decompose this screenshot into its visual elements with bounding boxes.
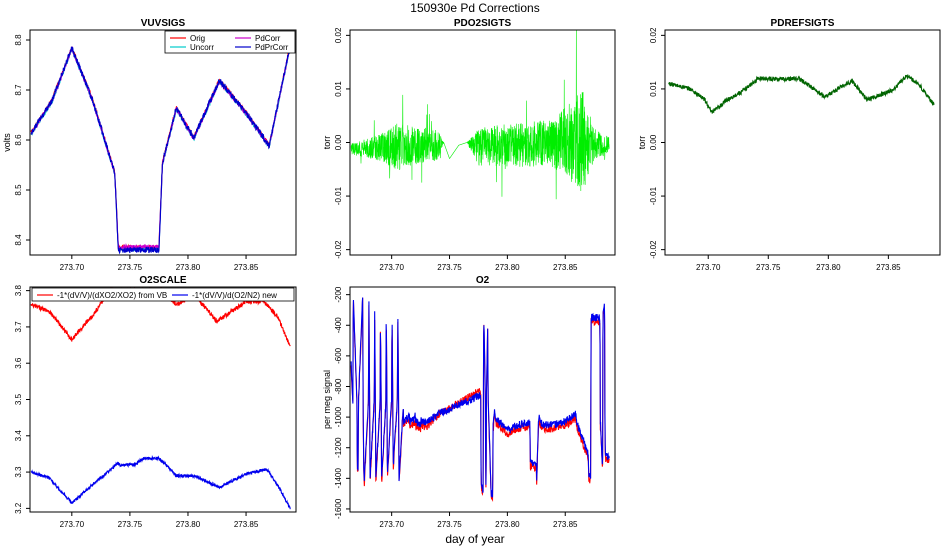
y-tick-label: -200 — [334, 286, 343, 303]
series-o2scale--1-dv-v-d-o2-n2-new — [30, 455, 291, 510]
y-tick-label: -1600 — [334, 498, 343, 519]
chart-pdrefsigts: PDREFSIGTS 273.70 273.75 273.80 273.85 -0.02 -… — [637, 18, 941, 272]
chart-title: PDO2SIGTS — [454, 18, 512, 29]
y-tick-label: 8.8 — [14, 34, 23, 46]
y-axis-label: torr — [637, 136, 647, 150]
y-tick-label: 0.00 — [334, 134, 343, 150]
x-tick-label: 273.70 — [696, 263, 721, 272]
figure-suptitle: 150930e Pd Corrections — [410, 1, 539, 15]
chart-title: PDREFSIGTS — [771, 18, 835, 29]
y-axis-label: volts — [2, 133, 12, 152]
x-tick-label: 273.80 — [495, 263, 520, 272]
y-tick-label: 8.6 — [14, 134, 23, 146]
chart-o2-frame — [349, 286, 616, 513]
chart-pdo2sigts-plot-area — [350, 30, 610, 200]
legend-entry: Uncorr — [190, 43, 214, 52]
y-tick-label: 8.7 — [14, 84, 23, 96]
x-tick-label: 273.70 — [379, 263, 404, 272]
x-tick-label: 273.70 — [60, 520, 85, 529]
x-tick-label: 273.70 — [379, 520, 404, 529]
legend-box — [164, 30, 296, 54]
figure-xlabel: day of year — [445, 532, 504, 546]
chart-vuvsigs-frame — [29, 29, 297, 256]
x-tick-label: 273.85 — [553, 520, 578, 529]
series-pdo2sigts-0 — [350, 30, 610, 200]
legend-entry: Orig — [190, 34, 205, 43]
x-tick-label: 273.80 — [176, 520, 201, 529]
y-tick-label: 3.5 — [14, 393, 23, 405]
series-o2-1 — [350, 297, 610, 498]
chart-pdrefsigts-frame — [664, 29, 941, 256]
legend: -1*(dV/V)/(dXO2/XO2) from VB -1*(dV/V)/d(… — [31, 287, 295, 302]
y-tick-label: -400 — [334, 317, 343, 334]
x-tick-label: 273.85 — [234, 263, 259, 272]
y-tick-label: -0.02 — [649, 240, 658, 259]
legend-entry: -1*(dV/V)/d(O2/N2) new — [192, 291, 277, 300]
x-tick-label: 273.75 — [118, 520, 143, 529]
y-tick-label: 3.3 — [14, 466, 23, 478]
chart-title: O2 — [476, 275, 490, 286]
series-pdrefsigts-0 — [668, 74, 935, 114]
chart-title: VUVSIGS — [141, 18, 186, 29]
y-tick-label: 3.2 — [14, 502, 23, 514]
y-tick-label: -1400 — [334, 468, 343, 489]
x-tick-label: 273.75 — [437, 520, 462, 529]
y-tick-label: -0.01 — [649, 186, 658, 205]
chart-o2-plot-area — [350, 297, 610, 503]
y-tick-label: 0.02 — [334, 27, 343, 43]
chart-o2scale-plot-area — [30, 287, 291, 510]
x-tick-label: 273.75 — [756, 263, 781, 272]
chart-pdrefsigts-plot-area — [668, 74, 935, 114]
series-vuvsigs-pdprcorr — [30, 43, 291, 255]
y-tick-label: 8.5 — [14, 184, 23, 196]
y-tick-label: -1000 — [334, 406, 343, 427]
legend-box — [31, 287, 295, 302]
y-tick-label: 3.6 — [14, 357, 23, 369]
y-tick-label: -0.01 — [334, 186, 343, 205]
y-tick-label: 0.01 — [649, 81, 658, 97]
chart-vuvsigs-plot-area — [30, 43, 291, 255]
x-tick-label: 273.85 — [553, 263, 578, 272]
x-tick-label: 273.80 — [176, 263, 201, 272]
chart-vuvsigs: VUVSIGS 273.70 273.75 273.80 273.85 8.4 8.5 8.6… — [2, 18, 297, 272]
x-tick-label: 273.85 — [234, 520, 259, 529]
x-tick-label: 273.85 — [876, 263, 901, 272]
y-axis-label: per meg signal — [322, 370, 332, 429]
x-tick-label: 273.75 — [118, 263, 143, 272]
y-tick-label: -600 — [334, 347, 343, 364]
x-tick-label: 273.70 — [60, 263, 85, 272]
y-tick-label: 0.01 — [334, 81, 343, 97]
x-tick-label: 273.80 — [495, 520, 520, 529]
chart-panels: VUVSIGS 273.70 273.75 273.80 273.85 8.4 8.5 8.6… — [2, 18, 941, 529]
y-tick-label: 0.00 — [649, 134, 658, 150]
x-tick-label: 273.75 — [437, 263, 462, 272]
y-tick-label: 3.7 — [14, 321, 23, 333]
y-tick-label: -800 — [334, 378, 343, 395]
chart-o2scale-frame — [29, 286, 297, 513]
y-tick-label: -1200 — [334, 437, 343, 458]
legend-entry: -1*(dV/V)/(dXO2/XO2) from VB — [57, 291, 167, 300]
y-tick-label: 3.8 — [14, 285, 23, 297]
y-axis-label: torr — [322, 136, 332, 150]
chart-title: O2SCALE — [139, 275, 187, 286]
x-tick-label: 273.80 — [816, 263, 841, 272]
y-tick-label: 0.02 — [649, 27, 658, 43]
chart-pdo2sigts: PDO2SIGTS 273.70 273.75 273.80 273.85 -0.02 -0… — [322, 18, 616, 272]
y-tick-label: 8.4 — [14, 234, 23, 246]
chart-o2scale: O2SCALE 273.70 273.75 273.80 273.85 3.2 3.3 3.4… — [14, 275, 297, 529]
legend-entry: PdPrCorr — [255, 43, 289, 52]
chart-o2: O2 273.70 273.75 273.80 273.85 -1600 -1400 -120… — [322, 275, 616, 529]
y-tick-label: -0.02 — [334, 240, 343, 259]
legend-entry: PdCorr — [255, 34, 281, 43]
y-tick-label: 3.4 — [14, 430, 23, 442]
